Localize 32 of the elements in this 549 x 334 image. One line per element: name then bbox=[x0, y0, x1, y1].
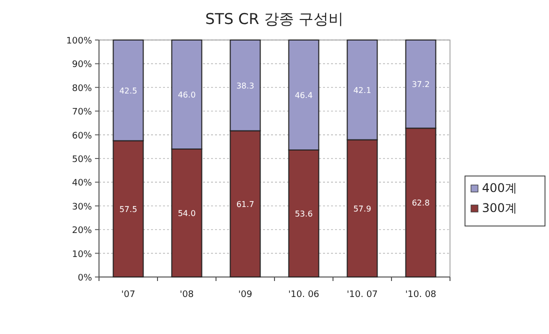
y-tick-label: 0% bbox=[78, 274, 92, 284]
data-label: 53.6 bbox=[294, 209, 313, 218]
legend-label: 300계 bbox=[482, 201, 517, 215]
y-tick-label: 60% bbox=[72, 131, 92, 142]
x-tick-label: '10. 07 bbox=[346, 290, 378, 300]
y-tick-label: 10% bbox=[72, 250, 92, 260]
data-label: 42.1 bbox=[353, 86, 372, 95]
y-tick-label: 40% bbox=[72, 178, 92, 189]
y-tick-label: 100% bbox=[66, 36, 92, 46]
y-tick-label: 30% bbox=[72, 202, 92, 212]
data-label: 46.4 bbox=[294, 90, 313, 100]
y-tick-label: 90% bbox=[72, 60, 92, 70]
x-tick-label: '07 bbox=[121, 290, 136, 300]
y-tick-label: 20% bbox=[72, 226, 92, 236]
x-tick-label: '10. 06 bbox=[288, 290, 320, 300]
data-label: 57.9 bbox=[353, 204, 372, 214]
data-label: 54.0 bbox=[178, 209, 196, 218]
x-tick-label: '08 bbox=[180, 290, 194, 300]
x-tick-label: '10. 08 bbox=[405, 290, 437, 300]
legend-label: 400계 bbox=[482, 181, 517, 195]
data-label: 62.8 bbox=[412, 198, 430, 208]
y-tick-label: 70% bbox=[72, 108, 92, 118]
data-label: 57.5 bbox=[119, 204, 138, 214]
data-label: 42.5 bbox=[119, 86, 138, 96]
data-label: 37.2 bbox=[412, 80, 430, 90]
data-label: 38.3 bbox=[236, 81, 254, 90]
chart-title: STS CR 강종 구성비 bbox=[205, 10, 344, 28]
x-tick-label: '09 bbox=[238, 290, 252, 300]
data-label: 46.0 bbox=[178, 90, 196, 100]
y-tick-label: 80% bbox=[72, 84, 92, 94]
y-tick-label: 50% bbox=[72, 155, 92, 165]
data-label: 61.7 bbox=[236, 200, 254, 209]
